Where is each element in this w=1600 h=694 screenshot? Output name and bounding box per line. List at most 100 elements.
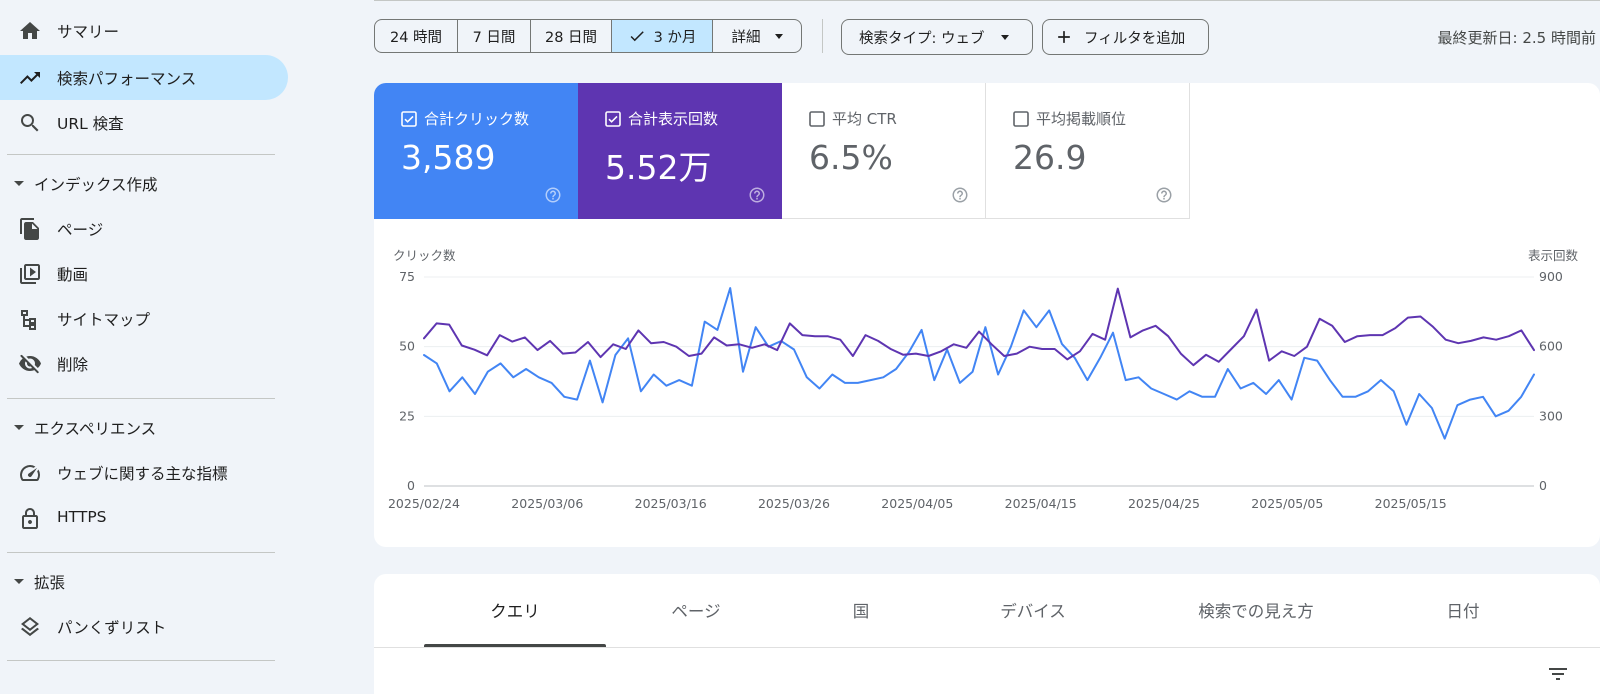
left-axis-tick-label: 75 bbox=[399, 269, 415, 284]
sidebar-item-pages[interactable]: ページ bbox=[0, 206, 288, 251]
date-range-28d[interactable]: 28 日間 bbox=[531, 20, 612, 52]
left-axis-tick-label: 25 bbox=[399, 408, 415, 423]
search-type-dropdown[interactable]: 検索タイプ: ウェブ bbox=[841, 19, 1033, 55]
tab-devices[interactable]: デバイス bbox=[1000, 602, 1066, 621]
sitemap-icon bbox=[18, 307, 42, 331]
sidebar-divider bbox=[7, 660, 275, 661]
performance-card: 合計クリック数 3,589 合計表示回数 5.52万 平均 CTR 6.5% 平… bbox=[374, 83, 1600, 547]
x-axis-tick-label: 2025/05/15 bbox=[1375, 496, 1447, 511]
help-icon[interactable] bbox=[544, 186, 562, 204]
sidebar-item-label: 削除 bbox=[57, 356, 89, 374]
tab-queries[interactable]: クエリ bbox=[490, 602, 540, 621]
sidebar-item-summary[interactable]: サマリー bbox=[0, 8, 288, 53]
plus-icon bbox=[1058, 31, 1070, 43]
metric-card-ctr[interactable]: 平均 CTR 6.5% bbox=[782, 83, 986, 219]
sidebar-item-label: パンくずリスト bbox=[57, 619, 167, 637]
layers-icon bbox=[18, 615, 42, 639]
pages-icon bbox=[18, 217, 42, 241]
sidebar-item-removals[interactable]: 削除 bbox=[0, 341, 288, 386]
date-range-selector: 24 時間 7 日間 28 日間 3 か月 詳細 bbox=[374, 19, 802, 53]
right-axis-tick-label: 900 bbox=[1539, 269, 1563, 284]
search-icon bbox=[18, 111, 42, 135]
date-range-label: 3 か月 bbox=[653, 29, 697, 46]
section-enhancements[interactable]: 拡張 bbox=[0, 564, 280, 600]
metric-card-position[interactable]: 平均掲載順位 26.9 bbox=[986, 83, 1190, 219]
metric-value: 3,589 bbox=[401, 138, 496, 177]
left-axis-tick-label: 50 bbox=[399, 339, 415, 354]
sidebar-item-search-performance[interactable]: 検索パフォーマンス bbox=[0, 55, 288, 100]
checkbox-unchecked-icon[interactable] bbox=[1013, 111, 1029, 127]
help-icon[interactable] bbox=[951, 186, 969, 204]
help-icon[interactable] bbox=[748, 186, 766, 204]
tab-countries[interactable]: 国 bbox=[852, 602, 870, 621]
video-icon bbox=[18, 262, 42, 286]
sidebar-item-label: URL 検査 bbox=[57, 115, 124, 133]
toolbar-separator bbox=[822, 19, 823, 53]
sidebar-item-url-inspection[interactable]: URL 検査 bbox=[0, 100, 288, 145]
tab-pages[interactable]: ページ bbox=[671, 602, 721, 621]
metric-value: 6.5% bbox=[809, 138, 893, 177]
sidebar-item-label: サマリー bbox=[57, 23, 120, 41]
section-label: インデックス作成 bbox=[34, 176, 158, 194]
metric-card-clicks[interactable]: 合計クリック数 3,589 bbox=[374, 83, 578, 219]
last-updated-text: 最終更新日: 2.5 時間前 bbox=[1437, 29, 1596, 47]
date-range-24h[interactable]: 24 時間 bbox=[375, 20, 458, 52]
metric-label: 平均掲載順位 bbox=[1036, 110, 1127, 128]
date-range-detail-dropdown[interactable]: 詳細 bbox=[713, 20, 801, 52]
section-experience[interactable]: エクスペリエンス bbox=[0, 410, 280, 446]
right-axis-tick-label: 300 bbox=[1539, 408, 1563, 423]
sidebar-divider bbox=[7, 398, 275, 399]
tab-search-appearance[interactable]: 検索での見え方 bbox=[1198, 602, 1314, 621]
sidebar-item-label: サイトマップ bbox=[57, 311, 151, 329]
check-icon bbox=[630, 31, 644, 42]
date-range-3m[interactable]: 3 か月 bbox=[612, 20, 713, 52]
dimension-tabs-card: クエリ ページ 国 デバイス 検索での見え方 日付 bbox=[374, 574, 1600, 694]
removal-icon bbox=[18, 352, 42, 376]
clicks-series-line bbox=[423, 287, 1535, 440]
sidebar-item-label: 検索パフォーマンス bbox=[57, 70, 197, 88]
x-axis-tick-label: 2025/04/15 bbox=[1005, 496, 1077, 511]
caret-down-icon bbox=[1000, 34, 1009, 40]
x-axis-tick-label: 2025/04/25 bbox=[1128, 496, 1200, 511]
tab-dates[interactable]: 日付 bbox=[1446, 602, 1480, 621]
section-indexing[interactable]: インデックス作成 bbox=[0, 166, 280, 202]
sidebar-item-https[interactable]: HTTPS bbox=[0, 496, 288, 541]
sidebar-item-video[interactable]: 動画 bbox=[0, 251, 288, 296]
sidebar-divider bbox=[7, 552, 275, 553]
date-range-7d[interactable]: 7 日間 bbox=[458, 20, 531, 52]
section-label: エクスペリエンス bbox=[34, 420, 157, 438]
caret-down-icon bbox=[14, 181, 24, 186]
impressions-series-line bbox=[423, 287, 1535, 367]
lock-icon bbox=[18, 507, 42, 531]
x-axis-tick-label: 2025/03/06 bbox=[511, 496, 583, 511]
caret-down-icon bbox=[14, 579, 24, 584]
checkbox-checked-icon[interactable] bbox=[401, 111, 417, 127]
metric-card-impressions[interactable]: 合計表示回数 5.52万 bbox=[578, 83, 782, 219]
x-axis-tick-label: 2025/03/26 bbox=[758, 496, 830, 511]
sidebar-item-label: ウェブに関する主な指標 bbox=[57, 465, 228, 483]
section-label: 拡張 bbox=[34, 574, 66, 592]
sidebar-item-label: HTTPS bbox=[57, 508, 107, 526]
trending-up-icon bbox=[18, 66, 42, 90]
sidebar-item-breadcrumbs[interactable]: パンくずリスト bbox=[0, 604, 288, 649]
active-tab-indicator bbox=[424, 644, 606, 647]
caret-down-icon bbox=[14, 425, 24, 430]
header-rule bbox=[374, 0, 1600, 1]
checkbox-unchecked-icon[interactable] bbox=[809, 111, 825, 127]
add-filter-label: フィルタを追加 bbox=[1084, 30, 1186, 47]
metric-label: 合計クリック数 bbox=[424, 110, 530, 128]
sidebar-item-core-web-vitals[interactable]: ウェブに関する主な指標 bbox=[0, 450, 288, 495]
help-icon[interactable] bbox=[1155, 186, 1173, 204]
x-axis-tick-label: 2025/03/16 bbox=[635, 496, 707, 511]
add-filter-button[interactable]: フィルタを追加 bbox=[1042, 19, 1209, 55]
checkbox-checked-icon[interactable] bbox=[605, 111, 621, 127]
sidebar-item-label: 動画 bbox=[57, 266, 89, 284]
filter-list-icon[interactable] bbox=[1546, 662, 1570, 686]
sidebar-item-sitemaps[interactable]: サイトマップ bbox=[0, 296, 288, 341]
right-axis-tick-label: 0 bbox=[1539, 478, 1547, 493]
performance-chart: クリック数 表示回数 0 25 50 75 0 300 600 900 2025/02/24 20… bbox=[388, 248, 1579, 511]
speed-icon bbox=[18, 461, 42, 485]
metric-value: 26.9 bbox=[1013, 138, 1087, 177]
metric-label: 平均 CTR bbox=[832, 110, 897, 128]
right-axis-tick-label: 600 bbox=[1539, 339, 1563, 354]
